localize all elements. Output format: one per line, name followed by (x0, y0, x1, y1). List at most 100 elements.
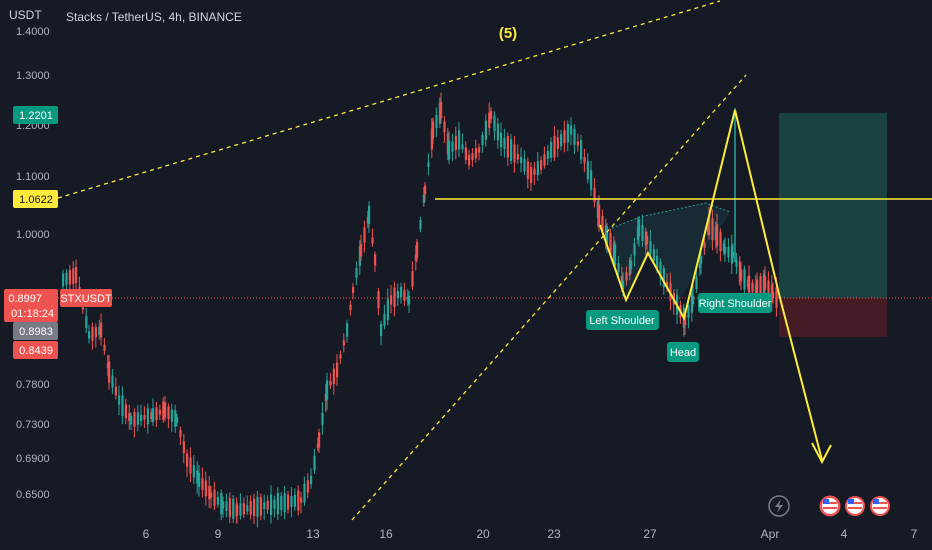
countdown-text: 01:18:24 (11, 308, 54, 320)
candle-body (430, 128, 433, 150)
candle-body (91, 326, 94, 341)
candle-body (62, 273, 65, 287)
candle-body (662, 268, 665, 288)
candle-body (666, 281, 669, 289)
candle-body (355, 268, 358, 278)
candle-body (448, 140, 451, 160)
candle-body (68, 270, 71, 285)
candle-body (374, 254, 377, 266)
candle-body (553, 135, 556, 158)
price-axis[interactable] (0, 0, 58, 550)
candle-body (121, 395, 124, 417)
candle-body (684, 314, 687, 326)
lightning-icon[interactable] (768, 495, 790, 517)
right-shoulder-text: Right Shoulder (699, 298, 772, 310)
high-price-text: 1.2201 (19, 110, 53, 122)
pattern-fill (612, 203, 730, 300)
candle-body (283, 493, 286, 512)
candle-body (408, 295, 411, 305)
candle-body (336, 362, 339, 378)
candle-body (652, 249, 655, 261)
arrow-head-icon (811, 442, 832, 465)
candle-body (98, 326, 101, 335)
candle-body (609, 232, 612, 255)
candle-body (303, 483, 306, 503)
candle-body (88, 331, 91, 339)
candle-body (690, 293, 693, 313)
candle-body (266, 500, 269, 510)
us-flag-icon[interactable] (870, 496, 890, 516)
date-tick: 20 (476, 527, 490, 541)
candle-body (719, 231, 722, 252)
candle-body (72, 268, 75, 284)
stop-loss-zone[interactable] (779, 298, 887, 337)
level-price-badge: 1.0622 (13, 190, 58, 208)
candle-body (377, 291, 380, 309)
candle-body (225, 501, 228, 511)
candle-body (216, 496, 219, 505)
candle-body (201, 478, 204, 491)
symbol-title[interactable]: Stacks / TetherUS, 4h, BINANCE (66, 10, 242, 24)
left-shoulder-label[interactable]: Left Shoulder (586, 310, 659, 330)
candle-body (324, 393, 327, 402)
candle-body (174, 410, 177, 427)
candle-body (352, 286, 355, 294)
candle-body (727, 246, 730, 258)
candle-body (481, 135, 484, 146)
time-axis-labels: 6 9 13 16 20 23 27 Apr 4 7 (143, 527, 918, 541)
candle-body (593, 187, 596, 202)
candle-body (659, 262, 662, 278)
candle-body (711, 218, 714, 241)
candle-body (604, 225, 607, 239)
candle-body (358, 245, 361, 267)
candle-body (440, 101, 443, 119)
candle-body (432, 121, 435, 139)
candle-body (342, 340, 345, 346)
candle-body (474, 148, 477, 159)
candle-body (150, 411, 153, 419)
candle-body (316, 443, 319, 449)
candle-body (94, 327, 97, 338)
candle-body (724, 246, 727, 254)
candle-body (751, 282, 754, 292)
candle-body (756, 279, 759, 301)
candle-body (543, 154, 546, 166)
candle-body (363, 227, 366, 243)
upper-trendline[interactable] (57, 0, 721, 199)
candle-body (380, 324, 383, 336)
candle-body (458, 130, 461, 150)
lower-trendline[interactable] (351, 74, 747, 521)
candle-body (513, 144, 516, 163)
candle-body (692, 295, 695, 305)
right-shoulder-label[interactable]: Right Shoulder (698, 293, 772, 313)
candle-body (628, 260, 631, 276)
candle-body (242, 503, 245, 515)
candle-body (695, 276, 698, 290)
candle-body (103, 344, 106, 352)
candle-body (390, 295, 393, 305)
candle-body (176, 417, 179, 423)
us-flag-icon[interactable] (819, 495, 841, 517)
target-profit-zone[interactable] (779, 113, 887, 298)
price-tick: 1.3000 (16, 70, 50, 82)
candle-body (644, 231, 647, 245)
us-flag-icon[interactable] (845, 496, 865, 516)
candle-body (641, 224, 644, 242)
candle-body (580, 140, 583, 160)
candle-body (280, 496, 283, 511)
head-label[interactable]: Head (667, 342, 699, 362)
projection-path[interactable] (599, 109, 823, 461)
candle-body (313, 455, 316, 471)
candle-body (516, 153, 519, 160)
candle-body (263, 502, 266, 509)
price-tick: 0.7800 (16, 379, 50, 391)
candle-body (419, 219, 422, 230)
candle-body (435, 114, 438, 129)
candle-body (339, 354, 342, 359)
candle-body (772, 291, 775, 299)
candle-body (484, 120, 487, 140)
left-shoulder-text: Left Shoulder (589, 315, 655, 327)
candle-body (290, 496, 293, 507)
candle-body (612, 242, 615, 262)
